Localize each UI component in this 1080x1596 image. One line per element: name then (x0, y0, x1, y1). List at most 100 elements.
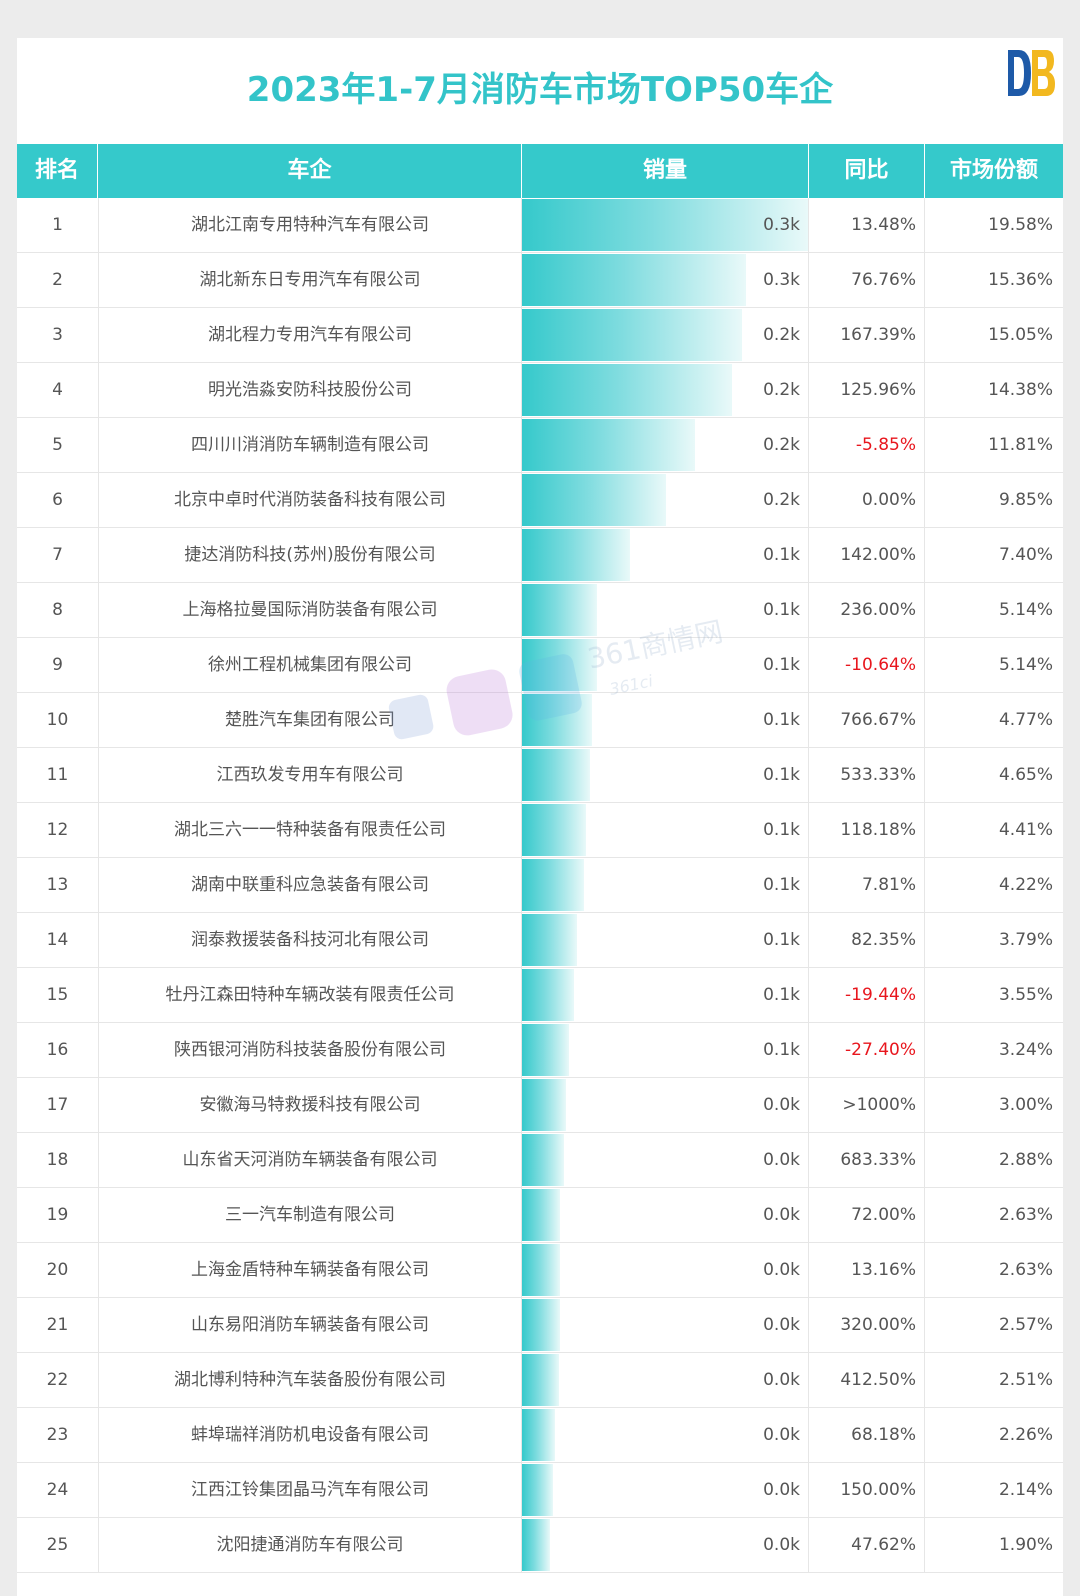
sales-bar (522, 914, 578, 966)
company-cell: 湖北博利特种汽车装备股份有限公司 (98, 1353, 522, 1407)
share-cell: 19.58% (988, 215, 1053, 235)
share-cell: 2.63% (998, 1205, 1053, 1225)
yoy-cell: -10.64% (809, 638, 925, 692)
sales-bar (522, 749, 590, 801)
share-cell: 15.05% (988, 325, 1053, 345)
company-cell: 蚌埠瑞祥消防机电设备有限公司 (98, 1408, 522, 1462)
title-bar: 2023年1-7月消防车市场TOP50车企 (17, 38, 1063, 138)
rank-cell: 1 (52, 215, 63, 235)
company-cell: 江西江铃集团晶马汽车有限公司 (98, 1463, 522, 1517)
table-row: 7 捷达消防科技(苏州)股份有限公司 0.1k 142.00% 7.40% (17, 528, 1063, 583)
share-cell: 14.38% (988, 380, 1053, 400)
sales-bar (522, 364, 733, 416)
table-row: 20 上海金盾特种车辆装备有限公司 0.0k 13.16% 2.63% (17, 1243, 1063, 1298)
sales-bar-cell: 0.1k (522, 528, 809, 582)
sales-label: 0.2k (763, 325, 800, 345)
company-cell: 楚胜汽车集团有限公司 (98, 693, 522, 747)
yoy-cell: 142.00% (809, 528, 925, 582)
sales-bar-cell: 0.1k (522, 693, 809, 747)
company-cell: 北京中卓时代消防装备科技有限公司 (98, 473, 522, 527)
sales-bar-cell: 0.3k (522, 253, 809, 307)
sales-bar-cell: 0.1k (522, 803, 809, 857)
yoy-cell: 236.00% (809, 583, 925, 637)
share-cell: 7.40% (998, 545, 1053, 565)
table-row: 1 湖北江南专用特种汽车有限公司 0.3k 13.48% 19.58% (17, 198, 1063, 253)
rank-cell: 3 (52, 325, 63, 345)
sales-label: 0.1k (763, 655, 800, 675)
rank-cell: 4 (52, 380, 63, 400)
yoy-cell: 76.76% (809, 253, 925, 307)
sales-bar (522, 1464, 554, 1516)
sales-label: 0.2k (763, 380, 800, 400)
share-cell: 3.55% (998, 985, 1053, 1005)
sales-bar (522, 1024, 570, 1076)
table-header: 排名 车企 销量 同比 市场份额 (17, 144, 1063, 198)
sales-bar-cell: 0.2k (522, 473, 809, 527)
company-cell: 明光浩淼安防科技股份公司 (98, 363, 522, 417)
rank-cell: 24 (46, 1480, 69, 1500)
sales-bar-cell: 0.1k (522, 1023, 809, 1077)
sales-label: 0.0k (763, 1480, 800, 1500)
sales-label: 0.1k (763, 765, 800, 785)
db-logo-icon (1008, 50, 1055, 96)
yoy-cell: 766.67% (809, 693, 925, 747)
rank-cell: 17 (46, 1095, 69, 1115)
header-yoy: 同比 (809, 144, 925, 198)
yoy-cell: 118.18% (809, 803, 925, 857)
yoy-cell: 82.35% (809, 913, 925, 967)
sales-label: 0.0k (763, 1315, 800, 1335)
rank-cell: 11 (46, 765, 69, 785)
share-cell: 2.14% (998, 1480, 1053, 1500)
rank-cell: 9 (52, 655, 63, 675)
sales-label: 0.0k (763, 1370, 800, 1390)
sales-bar (522, 254, 747, 306)
rank-cell: 6 (52, 490, 63, 510)
rank-cell: 8 (52, 600, 63, 620)
sales-bar (522, 309, 742, 361)
sales-bar-cell: 0.0k (522, 1353, 809, 1407)
sales-label: 0.0k (763, 1205, 800, 1225)
sales-bar (522, 969, 574, 1021)
share-cell: 4.65% (998, 765, 1053, 785)
sales-bar-cell: 0.0k (522, 1518, 809, 1572)
company-cell: 安徽海马特救援科技有限公司 (98, 1078, 522, 1132)
yoy-cell: 320.00% (809, 1298, 925, 1352)
table-row: 22 湖北博利特种汽车装备股份有限公司 0.0k 412.50% 2.51% (17, 1353, 1063, 1408)
rank-cell: 25 (46, 1535, 69, 1555)
rank-cell: 7 (52, 545, 63, 565)
rank-cell: 12 (46, 820, 69, 840)
rank-cell: 16 (46, 1040, 69, 1060)
sales-label: 0.2k (763, 490, 800, 510)
table-row: 13 湖南中联重科应急装备有限公司 0.1k 7.81% 4.22% (17, 858, 1063, 913)
rank-cell: 15 (46, 985, 69, 1005)
table-row: 18 山东省天河消防车辆装备有限公司 0.0k 683.33% 2.88% (17, 1133, 1063, 1188)
sales-label: 0.1k (763, 710, 800, 730)
sales-label: 0.1k (763, 930, 800, 950)
header-share: 市场份额 (949, 158, 1038, 183)
sales-bar-cell: 0.0k (522, 1298, 809, 1352)
share-cell: 11.81% (988, 435, 1053, 455)
sales-label: 0.1k (763, 985, 800, 1005)
table-row: 19 三一汽车制造有限公司 0.0k 72.00% 2.63% (17, 1188, 1063, 1243)
table-row: 21 山东易阳消防车辆装备有限公司 0.0k 320.00% 2.57% (17, 1298, 1063, 1353)
rank-cell: 2 (52, 270, 63, 290)
sales-label: 0.1k (763, 600, 800, 620)
rank-cell: 14 (46, 930, 69, 950)
share-cell: 1.90% (998, 1535, 1053, 1555)
table-row: 10 楚胜汽车集团有限公司 0.1k 766.67% 4.77% (17, 693, 1063, 748)
sales-bar-cell: 0.1k (522, 913, 809, 967)
share-cell: 4.22% (998, 875, 1053, 895)
share-cell: 3.24% (998, 1040, 1053, 1060)
yoy-cell: 150.00% (809, 1463, 925, 1517)
table-row: 9 徐州工程机械集团有限公司 0.1k -10.64% 5.14% (17, 638, 1063, 693)
yoy-cell: 412.50% (809, 1353, 925, 1407)
company-cell: 湖北江南专用特种汽车有限公司 (98, 198, 522, 252)
sales-bar-cell: 0.1k (522, 638, 809, 692)
company-cell: 湖北三六一一特种装备有限责任公司 (98, 803, 522, 857)
sales-bar-cell: 0.0k (522, 1078, 809, 1132)
sales-bar-cell: 0.3k (522, 198, 809, 252)
rank-cell: 21 (46, 1315, 69, 1335)
rank-cell: 5 (52, 435, 63, 455)
yoy-cell: 683.33% (809, 1133, 925, 1187)
rank-cell: 10 (46, 710, 69, 730)
